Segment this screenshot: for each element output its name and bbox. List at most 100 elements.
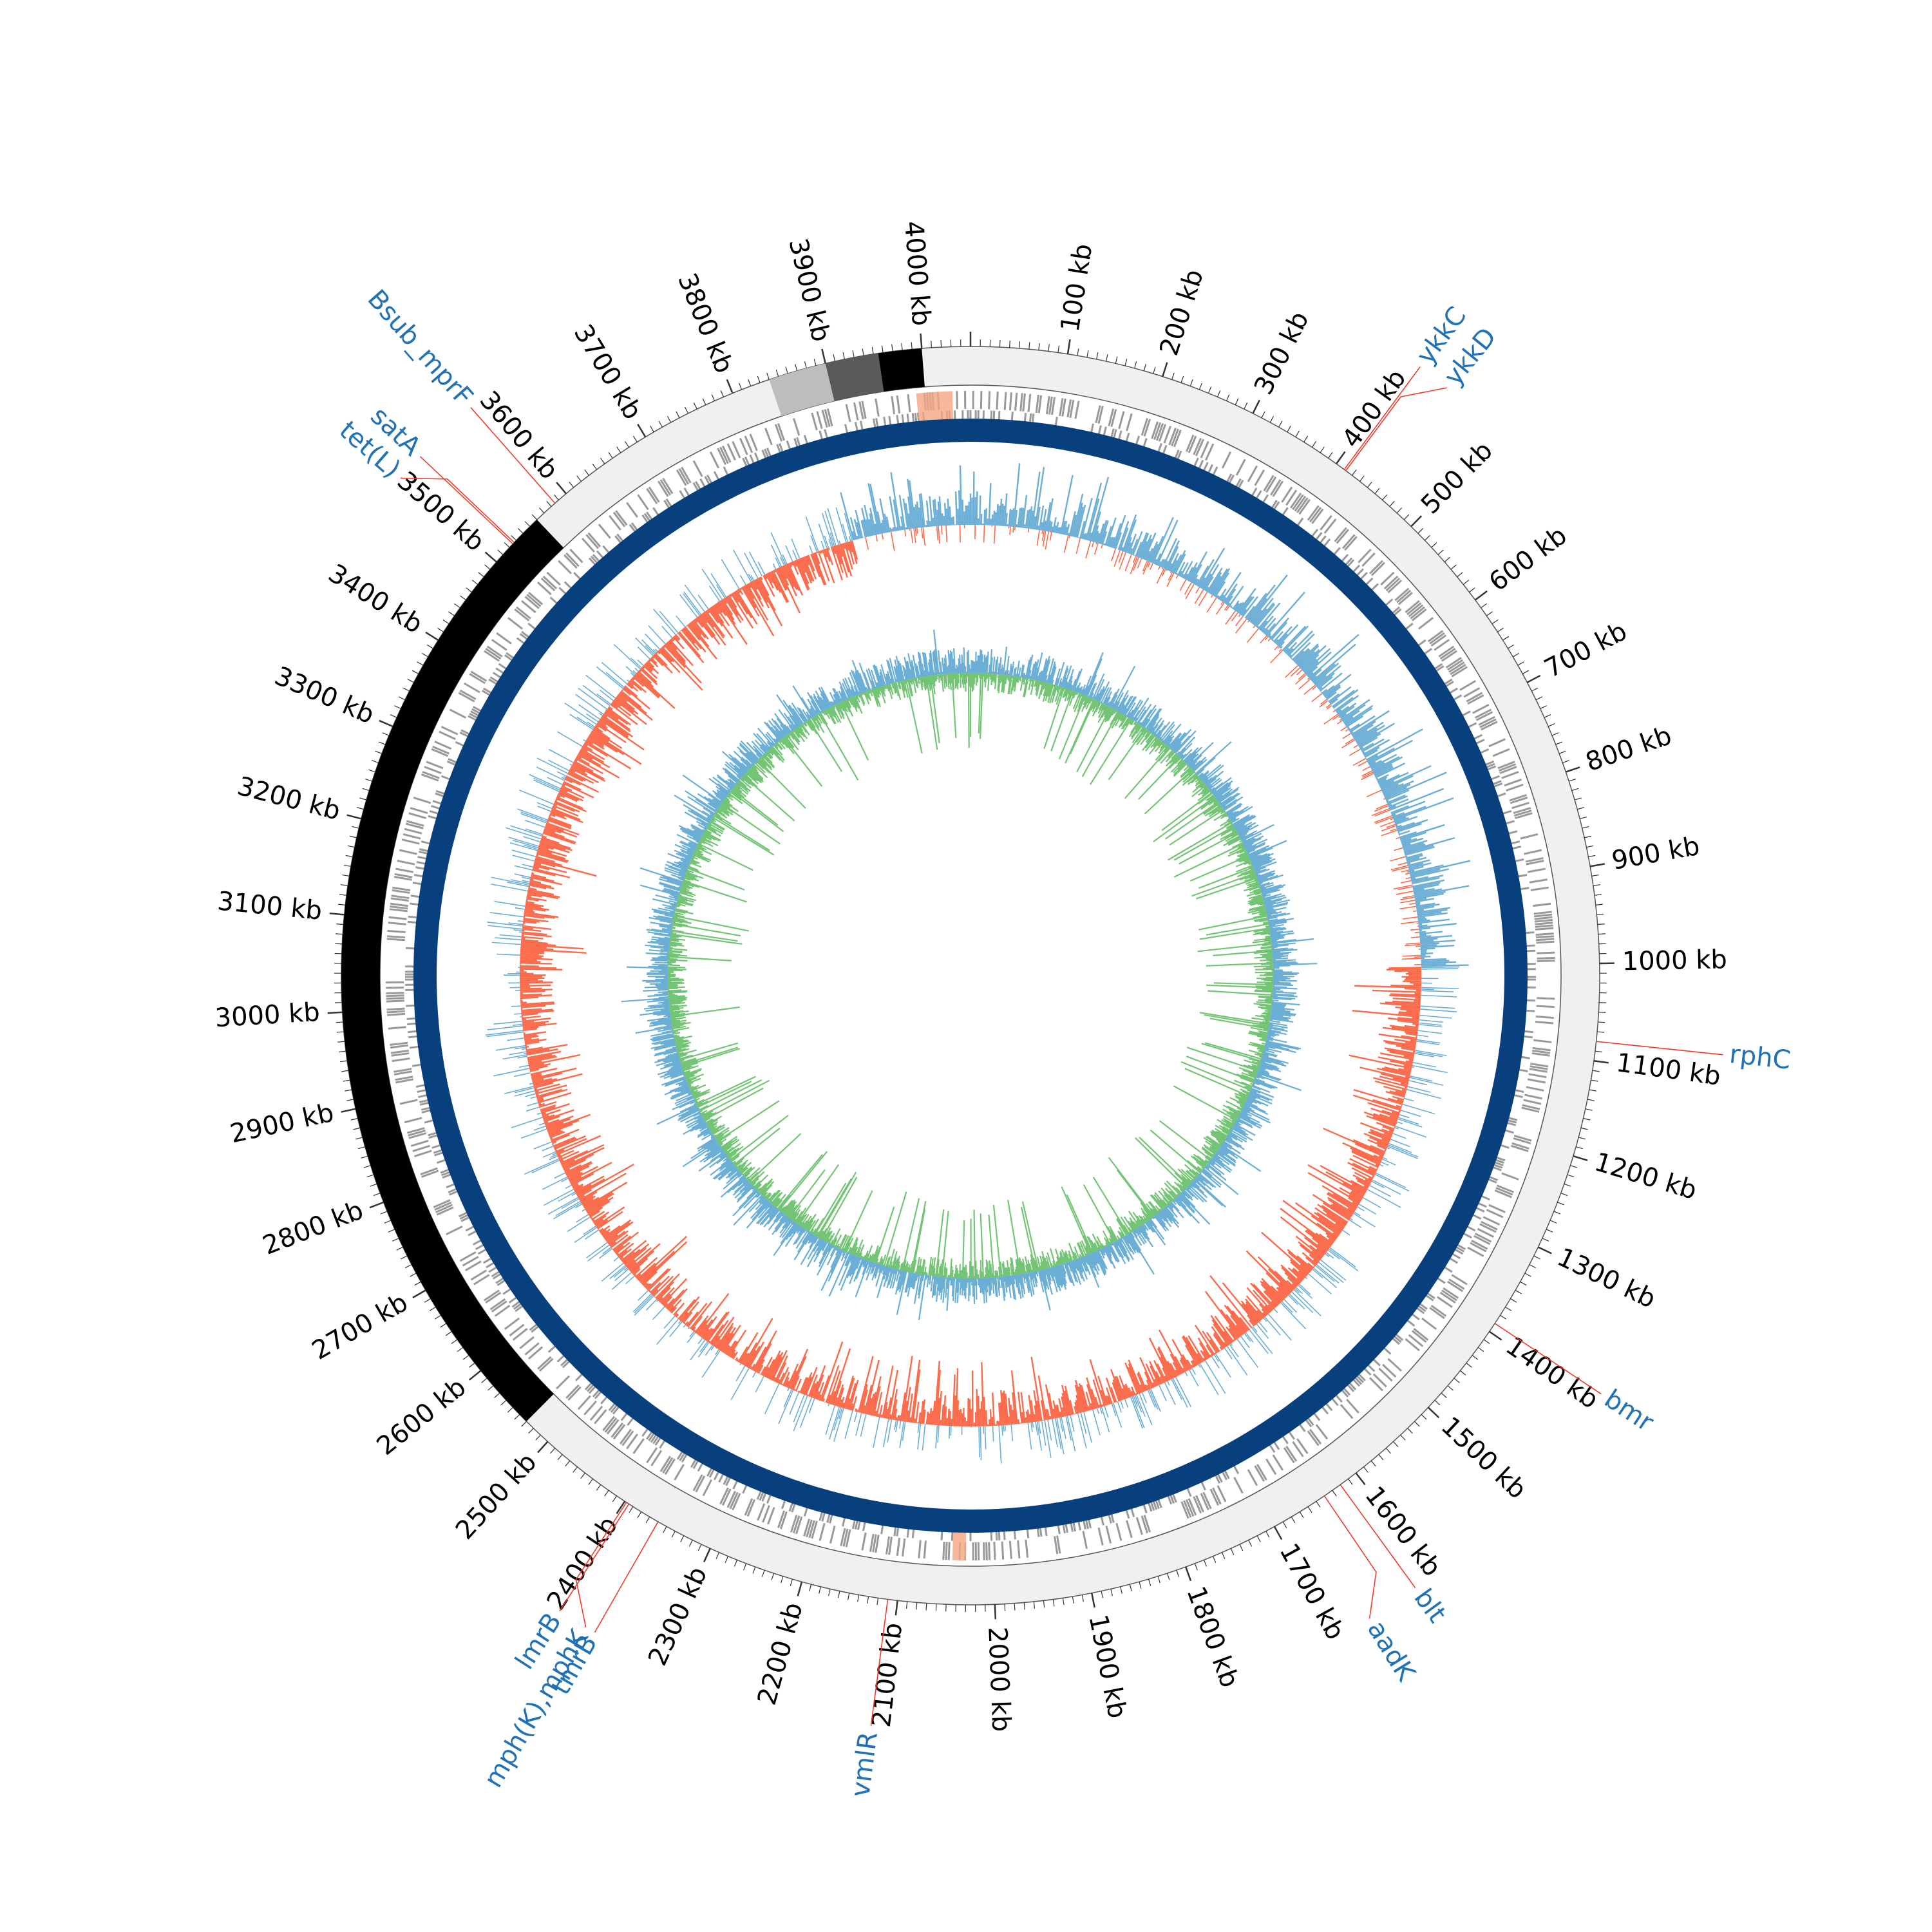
gene-feature-mark <box>435 1204 453 1213</box>
gc-content-bar <box>1027 1423 1032 1450</box>
gc-content-bar <box>1392 811 1405 819</box>
gc-content-bar <box>1278 1286 1289 1297</box>
gc-content-bar <box>774 1355 788 1383</box>
gc-content-bar <box>1240 596 1255 615</box>
gc-content-bar <box>668 640 677 650</box>
gc-content-bar <box>998 1425 1002 1464</box>
gene-feature-mark <box>386 1012 406 1016</box>
gc-content-bar <box>632 676 645 687</box>
gc-content-bar <box>578 752 601 767</box>
gc-content-bar <box>634 667 639 672</box>
gc-content-bar <box>1229 605 1233 608</box>
gene-feature-mark <box>1173 430 1182 448</box>
gc-content-bar <box>688 623 717 659</box>
gc-content-bar <box>721 1332 734 1352</box>
gc-content-bar <box>675 1314 679 1318</box>
gene-feature-mark <box>1118 411 1125 430</box>
gc-content-bar <box>656 652 658 654</box>
gc-content-bar <box>1274 645 1279 650</box>
gc-content-bar <box>511 849 536 857</box>
gc-content-bar <box>1202 1331 1218 1354</box>
gc-content-bar <box>1150 1388 1161 1412</box>
gc-content-bar <box>555 797 587 813</box>
gc-content-bar <box>1075 1394 1082 1413</box>
gc-content-bar <box>1375 1172 1406 1188</box>
gc-content-bar <box>866 1397 873 1415</box>
gc-content-bar <box>1075 506 1084 538</box>
gc-content-bar <box>1246 1287 1271 1314</box>
gc-content-bar <box>543 1189 574 1206</box>
gc-content-bar <box>980 1426 982 1461</box>
gc-content-bar <box>1402 843 1411 848</box>
gc-content-bar <box>1387 794 1406 804</box>
gc-content-bar <box>940 1419 942 1426</box>
gc-content-bar <box>644 1283 650 1288</box>
gc-content-bar <box>829 1391 836 1405</box>
gc-content-bar <box>533 866 540 869</box>
gc-content-bar <box>1417 1030 1443 1034</box>
gc-content-bar <box>890 472 901 531</box>
gene-feature-mark <box>1459 680 1476 691</box>
gc-content-bar <box>1412 876 1440 885</box>
gc-content-bar <box>717 1326 734 1350</box>
gc-content-bar <box>580 748 605 763</box>
gene-feature-mark <box>420 1167 438 1175</box>
gene-feature-mark <box>509 1323 525 1337</box>
gc-content-bar <box>553 1202 582 1220</box>
gc-content-bar <box>1357 723 1396 746</box>
contig-segment-ring <box>341 348 925 1422</box>
gc-content-bar <box>1397 819 1428 831</box>
gc-content-bar <box>610 703 638 725</box>
gc-content-bar <box>577 753 620 779</box>
gene-feature-mark <box>1017 1540 1021 1558</box>
gc-content-bar <box>1101 544 1103 549</box>
gc-content-bar <box>1126 542 1132 554</box>
gc-content-bar <box>1392 866 1408 872</box>
gc-content-bar <box>612 1235 632 1251</box>
gene-feature-mark <box>1481 721 1498 731</box>
gc-content-bar <box>765 573 774 589</box>
gc-content-bar <box>616 1253 620 1256</box>
gc-content-bar <box>1188 1369 1199 1387</box>
gc-content-bar <box>1224 1341 1228 1347</box>
gc-content-bar <box>1182 1367 1186 1373</box>
gc-content-bar <box>1356 1180 1370 1188</box>
gc-content-bar <box>1021 1412 1025 1424</box>
gc-content-bar <box>1278 641 1285 648</box>
gc-content-bar <box>600 717 629 738</box>
gc-skew-bar <box>1254 1077 1256 1080</box>
gene-feature-mark <box>1380 571 1395 586</box>
gc-content-bar <box>1383 780 1414 795</box>
gene-feature-mark <box>717 448 727 466</box>
gc-content-bar <box>739 574 746 585</box>
gc-content-bar <box>1345 738 1354 744</box>
gene-feature-mark <box>1441 1289 1457 1302</box>
gc-content-bar <box>775 569 787 591</box>
gc-skew-bar <box>1224 811 1226 813</box>
gc-content-bar <box>904 1387 911 1422</box>
gc-content-bar <box>1220 1309 1242 1337</box>
gene-feature-mark <box>861 1532 867 1551</box>
gc-content-bar <box>809 545 813 554</box>
gene-feature-mark <box>1074 401 1080 419</box>
gc-content-bar <box>1043 520 1046 531</box>
gc-content-bar <box>1194 589 1204 604</box>
gc-content-bar <box>1167 1381 1170 1386</box>
gc-content-bar <box>1366 728 1423 761</box>
gc-content-bar <box>552 1153 556 1156</box>
gene-feature-mark <box>1537 997 1555 1000</box>
gc-content-bar <box>1312 1259 1318 1264</box>
gc-content-bar <box>735 1357 739 1361</box>
gc-content-bar <box>757 561 766 575</box>
gc-content-bar <box>932 517 935 527</box>
gc-content-bar <box>594 1218 604 1226</box>
gc-content-bar <box>538 1092 572 1104</box>
gene-feature-mark <box>826 408 833 427</box>
gene-feature-mark <box>840 1528 846 1546</box>
gc-content-bar <box>1397 862 1407 866</box>
gc-content-bar <box>512 839 539 849</box>
gc-content-bar <box>1385 1001 1421 1006</box>
gc-content-bar <box>1211 1319 1231 1345</box>
gc-content-bar <box>1012 463 1021 527</box>
gc-content-bar <box>750 581 762 600</box>
